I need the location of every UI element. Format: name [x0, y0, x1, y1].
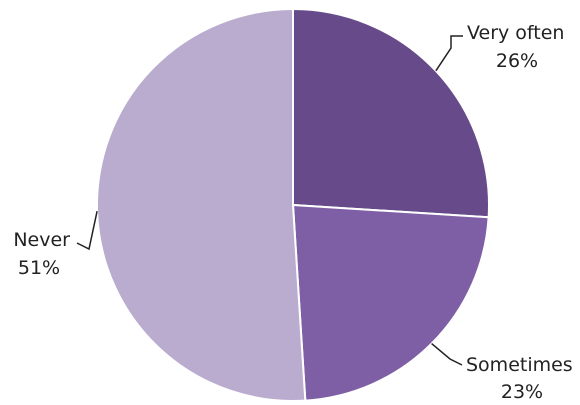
- pie-slices: [96, 7, 490, 402]
- slice-label-never: Never: [13, 229, 70, 251]
- leader-line-sometimes: [431, 343, 463, 366]
- leader-lines: [76, 35, 463, 366]
- pie-slice-very-often: [292, 7, 490, 219]
- leader-line-very-often: [435, 35, 463, 72]
- slice-value-very-often: 26%: [496, 50, 538, 72]
- slice-label-sometimes: Sometimes: [466, 354, 573, 376]
- pie-slice-sometimes: [291, 203, 490, 402]
- slice-label-very-often: Very often: [467, 22, 564, 44]
- pie-slice-never: [96, 7, 307, 402]
- slice-value-never: 51%: [18, 257, 60, 279]
- leader-line-never: [76, 210, 98, 251]
- slice-labels: Very often 26% Sometimes 23% Never 51%: [13, 22, 572, 403]
- slice-value-sometimes: 23%: [501, 381, 543, 403]
